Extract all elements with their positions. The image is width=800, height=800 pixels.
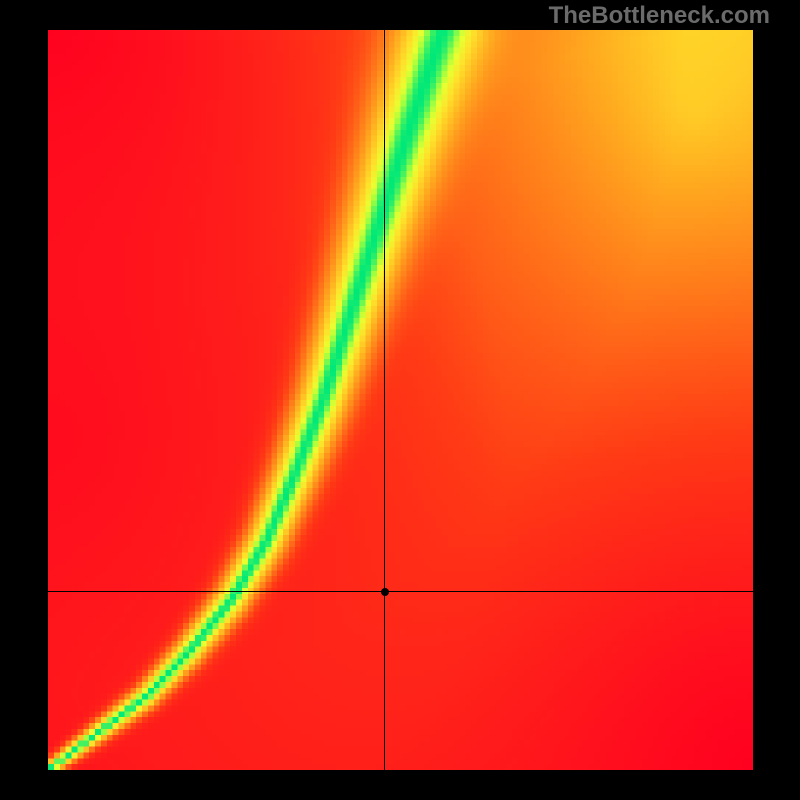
- watermark-text: TheBottleneck.com: [549, 2, 770, 30]
- crosshair-vertical: [384, 30, 385, 770]
- bottleneck-heatmap: [48, 30, 753, 770]
- crosshair-marker: [381, 588, 389, 596]
- crosshair-horizontal: [48, 591, 753, 592]
- figure-container: TheBottleneck.com: [0, 0, 800, 800]
